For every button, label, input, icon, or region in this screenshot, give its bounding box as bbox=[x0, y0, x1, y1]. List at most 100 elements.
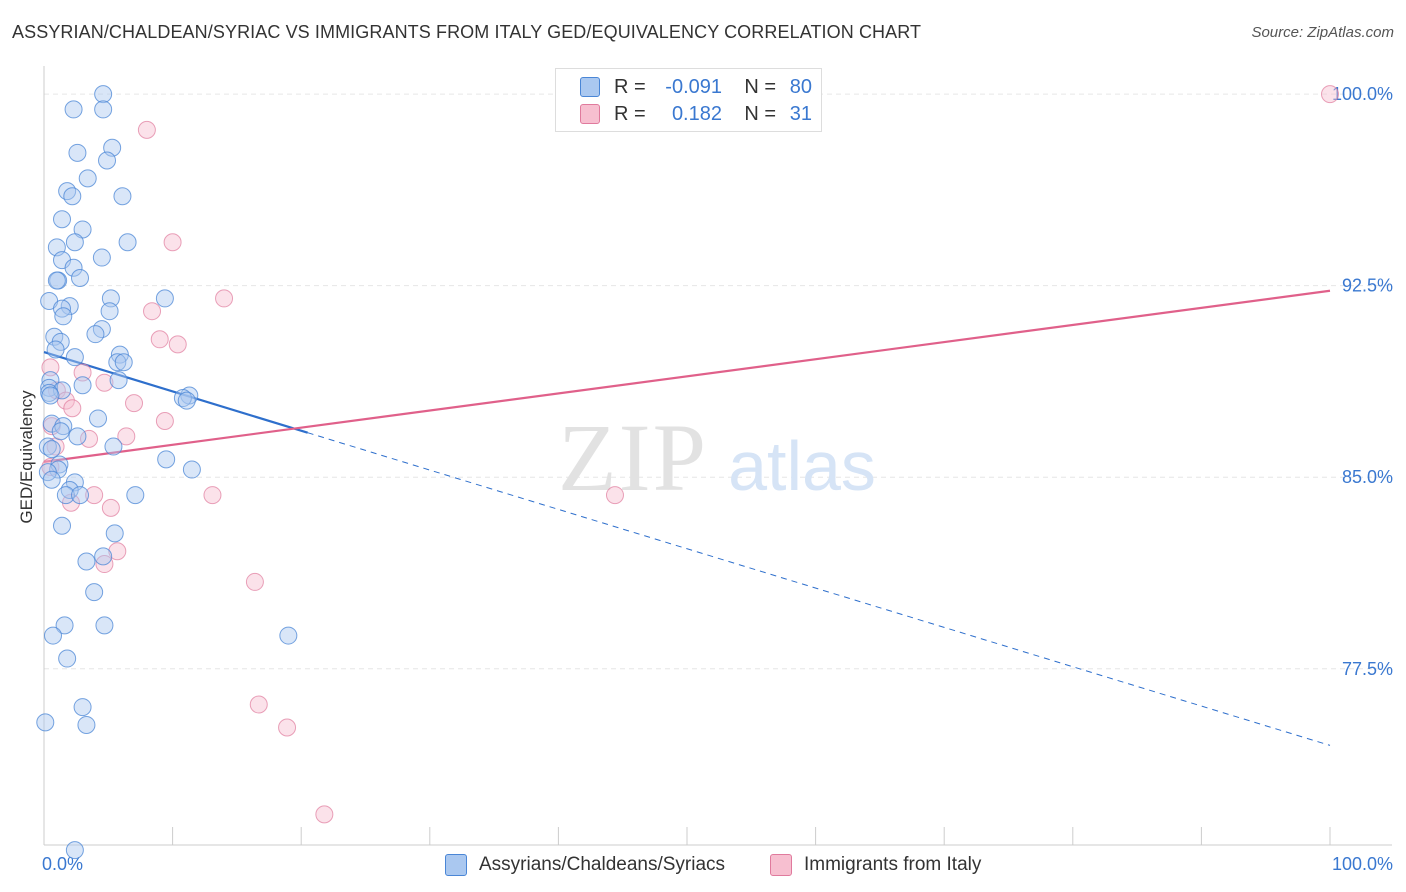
data-point-assyrian bbox=[68, 143, 87, 162]
data-point-italy bbox=[155, 412, 174, 431]
data-point-assyrian bbox=[71, 486, 90, 505]
data-point-italy bbox=[203, 486, 222, 505]
data-point-assyrian bbox=[65, 841, 84, 860]
data-point-assyrian bbox=[42, 414, 61, 433]
data-point-assyrian bbox=[182, 460, 201, 479]
data-point-italy bbox=[143, 302, 162, 321]
data-point-assyrian bbox=[86, 325, 105, 344]
data-point-assyrian bbox=[157, 450, 176, 469]
data-point-assyrian bbox=[71, 268, 90, 287]
x-tick-label: 0.0% bbox=[42, 854, 83, 874]
legend-r-value: 0.182 bbox=[671, 102, 722, 125]
data-point-italy bbox=[168, 335, 187, 354]
data-point-assyrian bbox=[54, 307, 73, 326]
data-point-assyrian bbox=[42, 440, 61, 459]
data-point-assyrian bbox=[108, 353, 127, 372]
series-assyrians bbox=[36, 85, 298, 860]
data-point-assyrian bbox=[46, 340, 65, 359]
data-point-italy bbox=[605, 486, 624, 505]
data-point-italy bbox=[95, 555, 114, 574]
data-point-assyrian bbox=[44, 626, 63, 645]
data-point-assyrian bbox=[65, 233, 84, 252]
legend-label-assyrians: Assyrians/Chaldeans/Syriacs bbox=[479, 854, 726, 875]
legend-n-value: 31 bbox=[789, 102, 812, 125]
watermark-atlas: atlas bbox=[728, 427, 876, 505]
legend-n-label: N = bbox=[744, 75, 776, 98]
data-point-assyrian bbox=[113, 187, 132, 206]
data-point-assyrian bbox=[77, 715, 96, 734]
data-point-assyrian bbox=[58, 649, 77, 668]
bottom-legend-item-italy: Immigrants from Italy bbox=[770, 852, 981, 878]
data-point-assyrian bbox=[47, 271, 66, 290]
legend-n-value: 80 bbox=[789, 75, 812, 98]
y-tick-label: 85.0% bbox=[1342, 467, 1393, 487]
legend-swatch-blue bbox=[445, 854, 467, 876]
data-point-assyrian bbox=[64, 258, 83, 277]
trend-lines bbox=[43, 289, 1331, 746]
data-point-italy bbox=[101, 498, 120, 517]
legend-r-label: R = bbox=[614, 75, 646, 98]
data-point-assyrian bbox=[94, 100, 113, 119]
data-point-assyrian bbox=[55, 616, 74, 635]
data-point-italy bbox=[278, 718, 297, 737]
data-point-assyrian bbox=[78, 169, 97, 188]
data-point-assyrian bbox=[58, 182, 77, 201]
data-point-italy bbox=[315, 805, 334, 824]
data-point-assyrian bbox=[104, 437, 123, 456]
legend-n-label: N = bbox=[744, 102, 776, 125]
data-point-italy bbox=[1321, 85, 1339, 104]
data-point-assyrian bbox=[54, 417, 73, 436]
data-point-assyrian bbox=[53, 516, 72, 535]
bottom-legend-item-assyrians: Assyrians/Chaldeans/Syriacs bbox=[445, 852, 725, 878]
data-point-assyrian bbox=[73, 376, 92, 395]
legend-swatch-pink bbox=[580, 104, 600, 124]
data-point-italy bbox=[150, 330, 169, 349]
data-point-assyrian bbox=[100, 302, 119, 321]
data-point-assyrian bbox=[51, 422, 70, 441]
data-point-assyrian bbox=[94, 547, 113, 566]
x-tick-label: 100.0% bbox=[1332, 854, 1393, 874]
data-point-assyrian bbox=[95, 616, 114, 635]
chart-title: ASSYRIAN/CHALDEAN/SYRIAC VS IMMIGRANTS F… bbox=[12, 22, 922, 42]
data-point-assyrian bbox=[118, 233, 137, 252]
data-point-italy bbox=[108, 542, 127, 561]
data-point-italy bbox=[245, 572, 264, 591]
data-point-assyrian bbox=[56, 486, 75, 505]
data-point-italy bbox=[80, 429, 99, 448]
data-point-italy bbox=[125, 394, 144, 413]
x-tick-labels: 0.0% 100.0% bbox=[42, 854, 1393, 874]
trendline-assyrians-dashed bbox=[307, 432, 1331, 746]
data-point-italy bbox=[249, 695, 268, 714]
data-point-assyrian bbox=[41, 371, 60, 390]
data-point-assyrian bbox=[279, 626, 298, 645]
data-point-assyrian bbox=[77, 552, 96, 571]
data-point-assyrian bbox=[68, 427, 87, 446]
legend-swatch-blue bbox=[580, 77, 600, 97]
data-point-assyrian bbox=[64, 100, 83, 119]
data-point-italy bbox=[215, 289, 234, 308]
legend-row-series2: R = 0.182 N = 31 bbox=[580, 100, 812, 128]
data-point-assyrian bbox=[105, 524, 124, 543]
data-point-italy bbox=[85, 486, 104, 505]
data-point-italy bbox=[117, 427, 136, 446]
data-point-assyrian bbox=[53, 210, 72, 229]
data-point-assyrian bbox=[177, 391, 196, 410]
data-point-assyrian bbox=[89, 409, 108, 428]
trendline-italy bbox=[43, 289, 1331, 463]
data-point-italy bbox=[63, 399, 82, 418]
legend-r-value: -0.091 bbox=[665, 75, 722, 98]
y-tick-label: 100.0% bbox=[1332, 84, 1393, 104]
data-point-assyrian bbox=[114, 353, 133, 372]
data-point-assyrian bbox=[94, 85, 113, 104]
data-point-assyrian bbox=[36, 713, 55, 732]
data-point-assyrian bbox=[73, 698, 92, 717]
source-label: Source: ZipAtlas.com bbox=[1251, 24, 1394, 41]
data-point-assyrian bbox=[41, 386, 60, 405]
data-point-italy bbox=[95, 373, 114, 392]
data-point-assyrian bbox=[126, 486, 145, 505]
axes bbox=[43, 66, 1392, 846]
data-point-assyrian bbox=[85, 583, 104, 602]
data-point-assyrian bbox=[65, 348, 84, 367]
data-point-assyrian bbox=[98, 151, 117, 170]
data-point-assyrian bbox=[42, 470, 61, 489]
